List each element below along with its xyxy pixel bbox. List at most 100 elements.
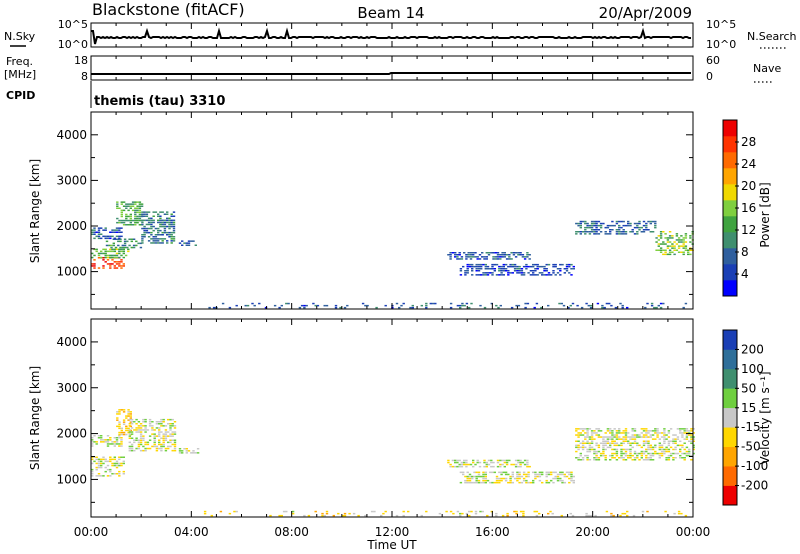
range-gate-cell: [516, 475, 519, 478]
range-gate-cell: [500, 272, 503, 274]
range-gate-cell: [645, 450, 648, 453]
range-gate-cell: [487, 459, 491, 462]
range-gate-cell: [122, 419, 126, 421]
range-gate-cell: [141, 242, 144, 244]
range-gate-cell: [495, 475, 499, 478]
range-gate-cell: [642, 444, 646, 447]
range-gate-cell: [568, 263, 571, 266]
range-gate-cell: [93, 233, 96, 235]
range-gate-cell: [593, 432, 596, 434]
range-gate-cell: [425, 306, 428, 309]
range-gate-cell: [91, 456, 94, 458]
range-gate-cell: [510, 258, 513, 260]
range-gate-cell: [129, 217, 132, 220]
range-gate-cell: [123, 238, 127, 240]
range-gate-cell: [170, 231, 173, 234]
range-gate-cell: [525, 481, 528, 484]
range-gate-cell: [682, 241, 685, 243]
range-gate-cell: [445, 510, 448, 513]
range-gate-cell: [138, 205, 142, 207]
range-gate-cell: [636, 231, 639, 233]
range-gate-cell: [602, 442, 605, 444]
range-gate-cell: [153, 441, 156, 444]
range-gate-cell: [672, 438, 675, 440]
range-gate-cell: [278, 514, 281, 517]
range-gate-cell: [687, 249, 690, 251]
range-gate-cell: [127, 411, 130, 413]
range-gate-cell: [118, 207, 121, 209]
range-gate-cell: [624, 434, 628, 436]
range-gate-cell: [120, 409, 123, 411]
range-gate-cell: [97, 460, 101, 463]
range-gate-cell: [589, 306, 593, 309]
range-gate-cell: [538, 479, 542, 482]
range-gate-cell: [285, 510, 288, 513]
range-gate-cell: [624, 454, 628, 457]
range-gate-cell: [677, 512, 681, 515]
range-gate-cell: [130, 447, 134, 450]
range-gate-cell: [577, 446, 580, 449]
range-gate-cell: [526, 461, 529, 464]
range-gate-cell: [533, 510, 536, 513]
range-gate-cell: [144, 441, 147, 444]
range-gate-cell: [651, 452, 655, 455]
range-gate-cell: [581, 231, 585, 233]
range-gate-cell: [173, 421, 177, 423]
range-gate-cell: [536, 265, 539, 268]
range-gate-cell: [133, 441, 136, 444]
range-gate-cell: [684, 302, 688, 305]
range-gate-cell: [554, 477, 557, 480]
range-gate-cell: [137, 439, 141, 441]
range-gate-cell: [657, 249, 660, 251]
range-gate-cell: [102, 267, 105, 269]
range-gate-cell: [111, 229, 114, 231]
range-gate-cell: [493, 270, 496, 272]
range-gate-cell: [680, 245, 683, 247]
range-gate-cell: [102, 235, 105, 238]
range-gate-cell: [449, 510, 453, 513]
range-gate-cell: [468, 514, 471, 517]
range-gate-cell: [576, 304, 579, 307]
range-gate-cell: [160, 449, 163, 452]
range-gate-cell: [458, 252, 461, 254]
range-gate-cell: [468, 481, 472, 484]
range-gate-cell: [631, 229, 634, 231]
range-gate-cell: [105, 244, 109, 247]
range-gate-cell: [633, 442, 637, 444]
range-gate-cell: [609, 444, 612, 447]
colorbar-swatch: [723, 120, 737, 137]
range-gate-cell: [627, 440, 630, 442]
range-gate-cell: [665, 457, 668, 459]
range-gate-cell: [518, 471, 521, 474]
range-gate-cell: [685, 446, 689, 449]
range-gate-cell: [593, 229, 596, 231]
range-gate-cell: [134, 207, 137, 209]
range-gate-cell: [620, 220, 623, 223]
range-gate-cell: [499, 256, 502, 258]
range-gate-cell: [654, 438, 657, 440]
range-gate-cell: [135, 431, 138, 433]
range-gate-cell: [498, 479, 501, 482]
range-gate-cell: [471, 274, 474, 276]
range-gate-cell: [420, 514, 423, 517]
range-gate-cell: [593, 222, 596, 225]
range-gate-cell: [484, 471, 487, 474]
range-gate-cell: [688, 440, 691, 442]
range-gate-cell: [602, 452, 605, 455]
range-gate-cell: [554, 274, 557, 276]
range-gate-cell: [586, 454, 589, 457]
range-gate-cell: [122, 201, 126, 203]
range-gate-cell: [597, 459, 601, 461]
range-gate-cell: [642, 436, 646, 438]
range-gate-cell: [502, 265, 505, 268]
range-gate-cell: [665, 450, 668, 453]
range-gate-cell: [95, 441, 98, 443]
range-gate-cell: [499, 459, 502, 462]
range-gate-cell: [618, 229, 621, 231]
range-gate-cell: [173, 427, 177, 429]
colorbar-label: 200: [741, 342, 764, 356]
range-gate-cell: [462, 265, 465, 268]
range-gate-cell: [631, 434, 634, 436]
range-gate-cell: [168, 227, 171, 230]
